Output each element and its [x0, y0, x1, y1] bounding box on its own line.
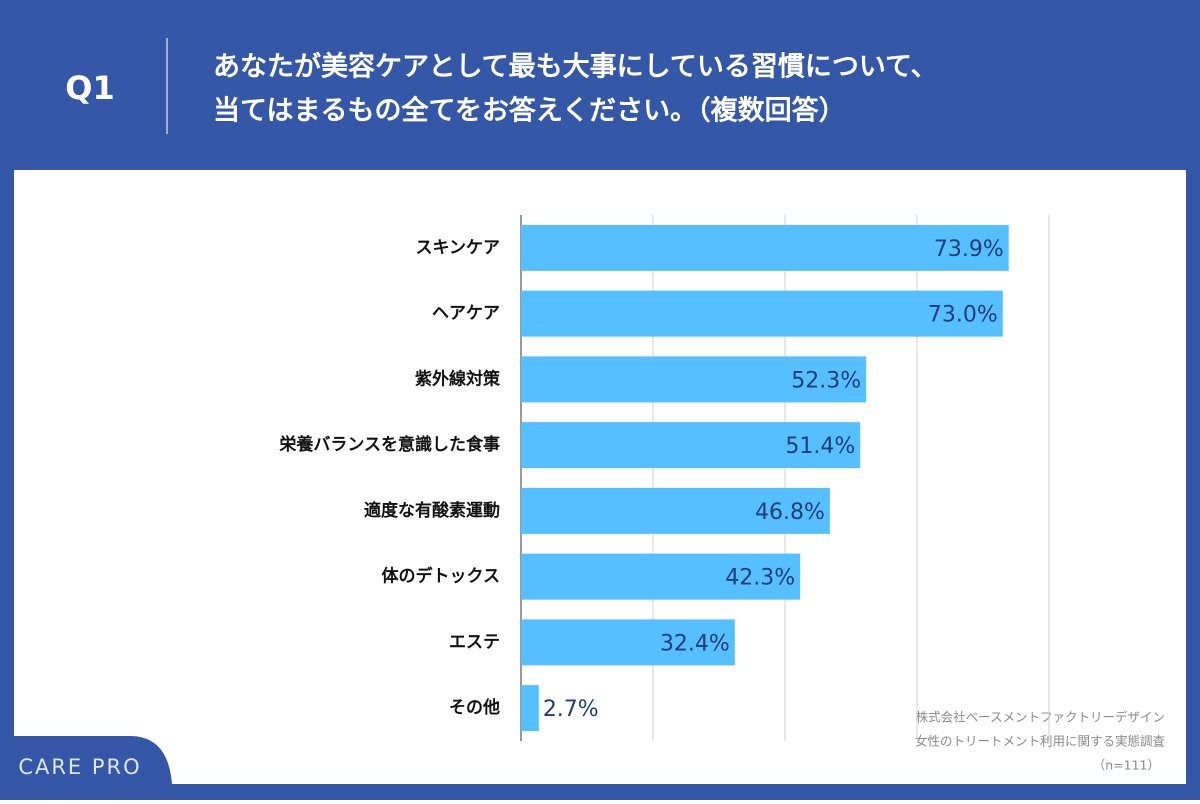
bar: [521, 290, 1003, 337]
value-label: 51.4%: [785, 434, 855, 459]
value-label: 2.7%: [543, 697, 599, 722]
source: 女性のトリートメント利用に関する実態調査: [915, 734, 1166, 749]
bar: [521, 553, 801, 600]
category-label: 栄養バランスを意識した食事: [278, 434, 500, 455]
value-label: 42.3%: [725, 566, 795, 591]
value-label: 73.9%: [934, 237, 1004, 262]
category-label: エステ: [449, 632, 500, 652]
category-label: スキンケア: [416, 238, 501, 258]
value-label: 52.3%: [791, 368, 861, 393]
brand-tab: [0, 736, 172, 800]
question-text: あなたが美容ケアとして最も大事にしている習慣について、: [213, 51, 938, 83]
question-text: 当てはまるもの全てをお答えください。（複数回答）: [213, 95, 846, 127]
source: （n=111）: [1093, 758, 1160, 773]
panel: [14, 170, 1186, 784]
source: 株式会社ベースメントファクトリーデザイン: [916, 710, 1165, 725]
bar: [521, 685, 539, 732]
bar: [521, 487, 830, 534]
bar: [521, 356, 867, 403]
category-label: 紫外線対策: [415, 368, 501, 389]
bar: [521, 619, 735, 666]
category-label: 適度な有酸素運動: [364, 500, 500, 521]
category-label: ヘアケア: [432, 304, 500, 324]
question-number: Q1: [65, 69, 114, 107]
brand: CARE PRO: [18, 755, 141, 779]
bar: [521, 422, 861, 469]
value-label: 46.8%: [755, 500, 825, 525]
category-label: 体のデトックス: [382, 566, 501, 587]
bar: [521, 224, 1009, 271]
value-label: 32.4%: [660, 631, 730, 656]
category-label: その他: [449, 697, 500, 718]
value-label: 73.0%: [928, 303, 998, 328]
